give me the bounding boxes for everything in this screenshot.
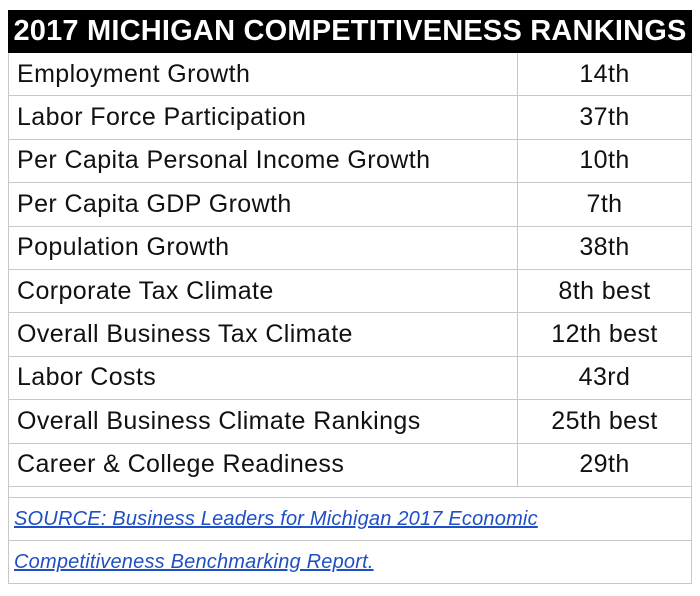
source-line-2: Competitiveness Benchmarking Report. bbox=[8, 540, 692, 584]
rank-cell: 29th bbox=[517, 443, 692, 487]
metric-cell: Per Capita GDP Growth bbox=[8, 182, 518, 227]
source-link-part-1[interactable]: SOURCE: Business Leaders for Michigan 20… bbox=[14, 507, 538, 530]
table-row: Career & College Readiness 29th bbox=[8, 443, 692, 487]
metric-cell: Employment Growth bbox=[8, 53, 518, 97]
metric-cell: Labor Costs bbox=[8, 356, 518, 401]
rank-cell: 38th bbox=[517, 226, 692, 270]
metric-cell: Population Growth bbox=[8, 226, 518, 270]
rank-cell: 25th best bbox=[517, 399, 692, 444]
table-row: Labor Force Participation 37th bbox=[8, 95, 692, 140]
table-spacer bbox=[8, 486, 692, 498]
table-row: Population Growth 38th bbox=[8, 226, 692, 270]
metric-cell: Per Capita Personal Income Growth bbox=[8, 139, 518, 184]
table-row: Labor Costs 43rd bbox=[8, 356, 692, 401]
metric-cell: Career & College Readiness bbox=[8, 443, 518, 487]
table-row: Overall Business Tax Climate 12th best bbox=[8, 312, 692, 357]
metric-cell: Overall Business Climate Rankings bbox=[8, 399, 518, 444]
table-row: Corporate Tax Climate 8th best bbox=[8, 269, 692, 314]
table-row: Employment Growth 14th bbox=[8, 53, 692, 97]
metric-cell: Overall Business Tax Climate bbox=[8, 312, 518, 357]
metric-cell: Labor Force Participation bbox=[8, 95, 518, 140]
rankings-sheet: 2017 MICHIGAN COMPETITIVENESS RANKINGS E… bbox=[8, 10, 692, 584]
rank-cell: 37th bbox=[517, 95, 692, 140]
rankings-table: Employment Growth 14th Labor Force Parti… bbox=[8, 53, 692, 487]
metric-cell: Corporate Tax Climate bbox=[8, 269, 518, 314]
table-row: Per Capita Personal Income Growth 10th bbox=[8, 139, 692, 184]
rank-cell: 7th bbox=[517, 182, 692, 227]
table-row: Overall Business Climate Rankings 25th b… bbox=[8, 399, 692, 444]
rank-cell: 10th bbox=[517, 139, 692, 184]
rank-cell: 12th best bbox=[517, 312, 692, 357]
rank-cell: 43rd bbox=[517, 356, 692, 401]
source-line-1: SOURCE: Business Leaders for Michigan 20… bbox=[8, 497, 692, 541]
rankings-title: 2017 MICHIGAN COMPETITIVENESS RANKINGS bbox=[8, 10, 692, 53]
table-row: Per Capita GDP Growth 7th bbox=[8, 182, 692, 227]
source-link-part-2[interactable]: Competitiveness Benchmarking Report. bbox=[14, 550, 374, 573]
rank-cell: 8th best bbox=[517, 269, 692, 314]
rank-cell: 14th bbox=[517, 53, 692, 97]
